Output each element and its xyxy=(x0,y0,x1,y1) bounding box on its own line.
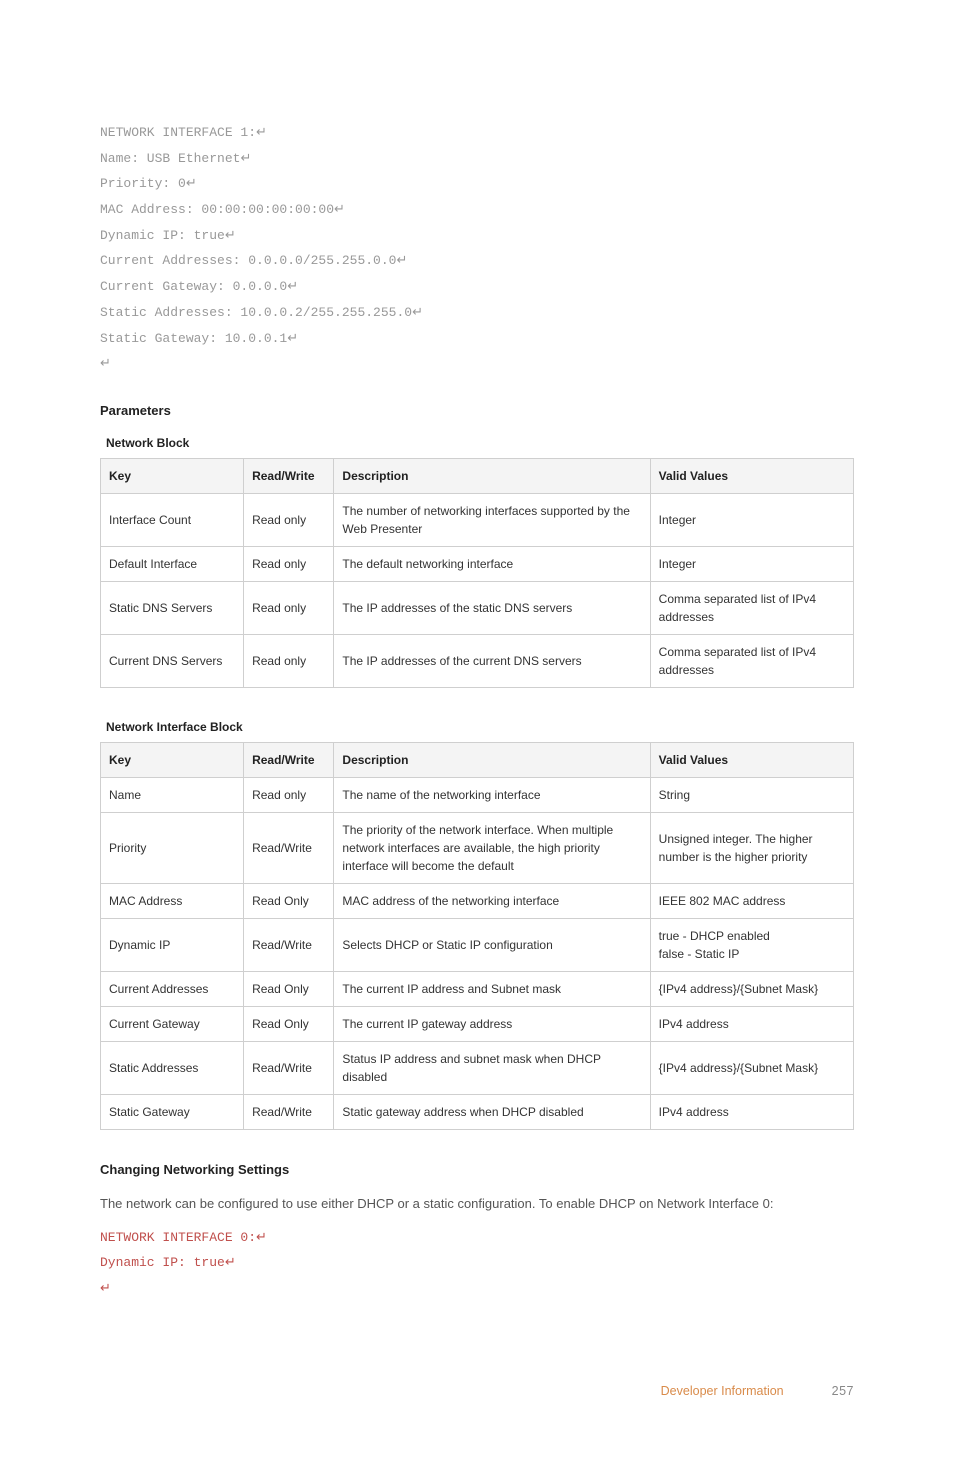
table-cell: Current Gateway xyxy=(101,1007,244,1042)
code-block-network-interface-0: NETWORK INTERFACE 0:↵Dynamic IP: true↵↵ xyxy=(100,1225,854,1302)
table-cell: Read only xyxy=(244,582,334,635)
table-cell: Read only xyxy=(244,547,334,582)
table-cell: Name xyxy=(101,778,244,813)
code-block-network-interface-1: NETWORK INTERFACE 1:↵Name: USB Ethernet↵… xyxy=(100,120,854,377)
table-cell: {IPv4 address}/{Subnet Mask} xyxy=(650,1042,853,1095)
code-line: Priority: 0↵ xyxy=(100,171,854,197)
code-line: Name: USB Ethernet↵ xyxy=(100,146,854,172)
table-header-cell: Description xyxy=(334,743,650,778)
table-cell: Integer xyxy=(650,547,853,582)
table-cell: Dynamic IP xyxy=(101,919,244,972)
table-cell: MAC Address xyxy=(101,884,244,919)
table-cell: The priority of the network interface. W… xyxy=(334,813,650,884)
table1-caption: Network Block xyxy=(106,434,854,452)
code-line: NETWORK INTERFACE 0:↵ xyxy=(100,1225,854,1251)
table-cell: Interface Count xyxy=(101,494,244,547)
table-cell: Status IP address and subnet mask when D… xyxy=(334,1042,650,1095)
table-cell: Read Only xyxy=(244,1007,334,1042)
table-row: Dynamic IPRead/WriteSelects DHCP or Stat… xyxy=(101,919,854,972)
table-row: Static AddressesRead/WriteStatus IP addr… xyxy=(101,1042,854,1095)
table-cell: Read Only xyxy=(244,972,334,1007)
table-row: Static GatewayRead/WriteStatic gateway a… xyxy=(101,1095,854,1130)
table2-caption: Network Interface Block xyxy=(106,718,854,736)
table-cell: {IPv4 address}/{Subnet Mask} xyxy=(650,972,853,1007)
table-cell: Static Addresses xyxy=(101,1042,244,1095)
code-line: Static Gateway: 10.0.0.1↵ xyxy=(100,326,854,352)
table-cell: Read/Write xyxy=(244,1042,334,1095)
table-row: Current GatewayRead OnlyThe current IP g… xyxy=(101,1007,854,1042)
table-cell: Static Gateway xyxy=(101,1095,244,1130)
table-cell: Selects DHCP or Static IP configuration xyxy=(334,919,650,972)
table-header-cell: Key xyxy=(101,743,244,778)
table-cell: Default Interface xyxy=(101,547,244,582)
code-line: NETWORK INTERFACE 1:↵ xyxy=(100,120,854,146)
parameters-heading: Parameters xyxy=(100,401,854,421)
table-cell: String xyxy=(650,778,853,813)
table-cell: Priority xyxy=(101,813,244,884)
table-row: Current DNS ServersRead onlyThe IP addre… xyxy=(101,635,854,688)
table-cell: Static gateway address when DHCP disable… xyxy=(334,1095,650,1130)
table-header-cell: Valid Values xyxy=(650,743,853,778)
code-line: Static Addresses: 10.0.0.2/255.255.255.0… xyxy=(100,300,854,326)
table-cell: The current IP address and Subnet mask xyxy=(334,972,650,1007)
code-line: ↵ xyxy=(100,351,854,377)
table-cell: Integer xyxy=(650,494,853,547)
table-row: Interface CountRead onlyThe number of ne… xyxy=(101,494,854,547)
table-row: Static DNS ServersRead onlyThe IP addres… xyxy=(101,582,854,635)
table-cell: IPv4 address xyxy=(650,1007,853,1042)
table-row: PriorityRead/WriteThe priority of the ne… xyxy=(101,813,854,884)
table-row: NameRead onlyThe name of the networking … xyxy=(101,778,854,813)
table-cell: IEEE 802 MAC address xyxy=(650,884,853,919)
table-cell: The number of networking interfaces supp… xyxy=(334,494,650,547)
table-cell: The name of the networking interface xyxy=(334,778,650,813)
table-cell: Comma separated list of IPv4 addresses xyxy=(650,635,853,688)
table-row: MAC AddressRead OnlyMAC address of the n… xyxy=(101,884,854,919)
code-line: ↵ xyxy=(100,1276,854,1302)
table-header-cell: Valid Values xyxy=(650,459,853,494)
table-cell: MAC address of the networking interface xyxy=(334,884,650,919)
network-interface-block-table: KeyRead/WriteDescriptionValid ValuesName… xyxy=(100,742,854,1130)
changing-settings-body: The network can be configured to use eit… xyxy=(100,1194,854,1215)
table-cell: Read only xyxy=(244,635,334,688)
table-cell: true - DHCP enabledfalse - Static IP xyxy=(650,919,853,972)
footer-page-number: 257 xyxy=(832,1382,854,1401)
table-cell: Read only xyxy=(244,778,334,813)
table-cell: The default networking interface xyxy=(334,547,650,582)
network-block-table: KeyRead/WriteDescriptionValid ValuesInte… xyxy=(100,458,854,688)
table-row: Default InterfaceRead onlyThe default ne… xyxy=(101,547,854,582)
table-cell: Read Only xyxy=(244,884,334,919)
table-cell: Read/Write xyxy=(244,813,334,884)
table-header-cell: Description xyxy=(334,459,650,494)
table-cell: Current Addresses xyxy=(101,972,244,1007)
code-line: Current Addresses: 0.0.0.0/255.255.0.0↵ xyxy=(100,248,854,274)
page-footer: Developer Information 257 xyxy=(100,1382,854,1401)
table-cell: Unsigned integer. The higher number is t… xyxy=(650,813,853,884)
table-cell: Read/Write xyxy=(244,919,334,972)
table-row: Current AddressesRead OnlyThe current IP… xyxy=(101,972,854,1007)
table-cell: Read only xyxy=(244,494,334,547)
code-line: Dynamic IP: true↵ xyxy=(100,1250,854,1276)
table-cell: Comma separated list of IPv4 addresses xyxy=(650,582,853,635)
code-line: MAC Address: 00:00:00:00:00:00↵ xyxy=(100,197,854,223)
footer-section-name: Developer Information xyxy=(661,1382,784,1401)
table-header-cell: Read/Write xyxy=(244,743,334,778)
table-cell: Current DNS Servers xyxy=(101,635,244,688)
table-header-cell: Key xyxy=(101,459,244,494)
table-cell: The IP addresses of the current DNS serv… xyxy=(334,635,650,688)
table-cell: Read/Write xyxy=(244,1095,334,1130)
changing-settings-heading: Changing Networking Settings xyxy=(100,1160,854,1180)
code-line: Dynamic IP: true↵ xyxy=(100,223,854,249)
table-cell: Static DNS Servers xyxy=(101,582,244,635)
code-line: Current Gateway: 0.0.0.0↵ xyxy=(100,274,854,300)
table-cell: The IP addresses of the static DNS serve… xyxy=(334,582,650,635)
table-cell: The current IP gateway address xyxy=(334,1007,650,1042)
table-cell: IPv4 address xyxy=(650,1095,853,1130)
table-header-cell: Read/Write xyxy=(244,459,334,494)
